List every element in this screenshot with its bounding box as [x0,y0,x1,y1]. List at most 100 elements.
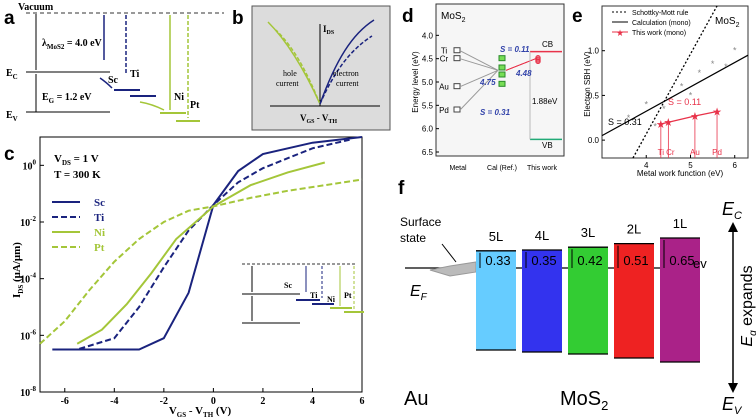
panel-c-axes-frame [39,136,363,393]
panel-e-title: MoS2 [715,16,740,29]
layer-bar-2l [614,243,654,358]
panel-d-vb: VB [542,141,553,150]
y-tick-label: 1.0 [588,47,600,56]
legend-label-schottky: Schottky-Mott rule [632,10,689,17]
y-tick-label: 4.0 [422,31,434,40]
calculation-line [601,54,749,137]
panel-e-s1: S = 0.31 [608,117,642,127]
panel-f-ec: EC [722,199,742,222]
panel-d-s1: S = 0.11 [500,45,530,54]
legend-label-calc: Calculation (mono) [632,20,691,27]
panel-c-inset: Sc Ti Ni Pt [242,263,364,324]
y-tick-label: 0.5 [588,91,600,100]
panel-a: a Vacuum λMoS2 = 4.0 eV EC EG = 1.2 eV E… [4,2,224,123]
metal-label-ti: Ti [130,69,139,80]
panel-c-label: c [4,144,15,165]
panel-d: d MoS2 4.0 4.5 5.0 5.5 6.0 6.5 Metal Cal (Ref.)… [402,3,565,172]
panel-f-eg-arrowhead-bottom [728,383,738,393]
panel-b-electron-dashed [319,35,373,105]
panel-f-surface-1: Surface [400,215,442,229]
panel-b-hole-dashed [275,29,321,105]
calculation-point: * [644,99,648,109]
panel-f-ef: EF [410,283,428,303]
x-tick-label: 6 [733,161,738,170]
panel-b-electron-text-2: current [336,79,359,88]
panel-b-label: b [232,8,244,29]
metal-label-ti: Ti [441,47,448,56]
x-tick-label: -6 [61,396,69,407]
x-tick-label: 4 [310,396,315,407]
panel-c-ylabel: IDS (μA/μm) [11,242,25,298]
calculation-point: * [733,46,737,56]
metal-connector-cr [459,58,499,71]
layer-label-4l: 4L [535,228,549,243]
x-tick-label: 0 [211,396,216,407]
metal-marker-ti [453,47,461,54]
y-tick-label: 5.5 [422,101,434,110]
layer-label-1l: 1L [673,216,687,231]
y-tick-label: 6.0 [422,125,434,134]
calculation-point: * [711,59,715,69]
x-tick-label: 5 [688,161,693,170]
inset-label-ti: Ti [310,291,318,300]
panel-b-xlabel: VGS - VTH [300,113,337,125]
y-tick-label: 10-8 [20,385,36,399]
y-tick-label: 100 [23,158,37,172]
layer-value-2l: 0.51 [623,253,648,268]
y-tick-label: 0.0 [588,136,600,145]
layer-value-5l: 0.33 [485,253,510,268]
series-ti-line [52,138,350,351]
panel-e-label: e [572,6,583,27]
metal-label-sc: Sc [108,75,119,86]
metal-label-pt: Pt [190,100,200,111]
panel-c-condition-temp: T = 300 K [54,169,101,181]
y-tick-label: 10-2 [20,215,36,229]
panel-f-eg-arrowhead-top [728,222,738,232]
panel-d-label: d [402,6,414,27]
x-tick-label: 2 [260,396,265,407]
panel-b: b IDS hole current electron current VGS … [232,5,391,131]
metal-connector-ti [459,50,499,71]
calculation-point: * [689,90,693,100]
category-label: This work [527,165,557,172]
calculation-point: * [680,81,684,91]
panel-d-gap: 1.88eV [532,97,558,106]
inset-label-sc: Sc [284,281,292,290]
layer-label-5l: 5L [489,229,503,244]
calculation-point: * [662,104,666,114]
panel-f: f 5L 0.33 4L 0.35 3L 0.42 2L 0.51 1L 0.65 Surface… [398,178,756,417]
panel-b-ylabel: IDS [323,24,335,36]
y-tick-label: 4.5 [422,55,434,64]
metal-label-ni: Ni [174,92,184,103]
category-label: Metal [449,165,467,172]
this-work-marker-pd [535,58,541,65]
this-work-connector-pd [505,57,539,71]
layer-bar-4l [522,250,562,352]
panel-d-cb: CB [542,40,553,49]
panel-b-hole-text-2: current [276,79,299,88]
ev-label: EV [6,110,18,123]
y-tick-label: 5.0 [422,78,434,87]
panel-e-axes-frame [601,5,749,159]
y-tick-label: 6.5 [422,148,434,157]
point-label-cr: Cr [666,148,675,157]
panel-d-v2: 4.48 [515,69,532,78]
y-tick-label: 10-6 [20,328,36,342]
cal-marker-1 [498,64,506,71]
layer-value-1l: 0.65 [669,253,694,268]
legend-label-sc: Sc [94,197,105,209]
panel-e: e 4 5 60.00.51.0** **** ****★Ti★Cr★Au★PdScho… [572,5,749,178]
layer-bar-5l [476,250,516,350]
panel-f-ev: EV [722,394,743,417]
panel-b-electron-solid [319,19,375,105]
this-work-line [660,110,718,125]
metal-marker-pd [453,106,461,113]
panel-b-hole-text-1: hole [283,69,297,78]
metal-label-au: Au [439,83,449,92]
panel-b-frame [251,5,391,131]
panel-e-s2: S = 0.11 [668,97,701,107]
panel-f-au: Au [404,388,428,410]
panel-f-plot: 5L 0.33 4L 0.35 3L 0.42 2L 0.51 1L 0.65 [405,216,700,363]
